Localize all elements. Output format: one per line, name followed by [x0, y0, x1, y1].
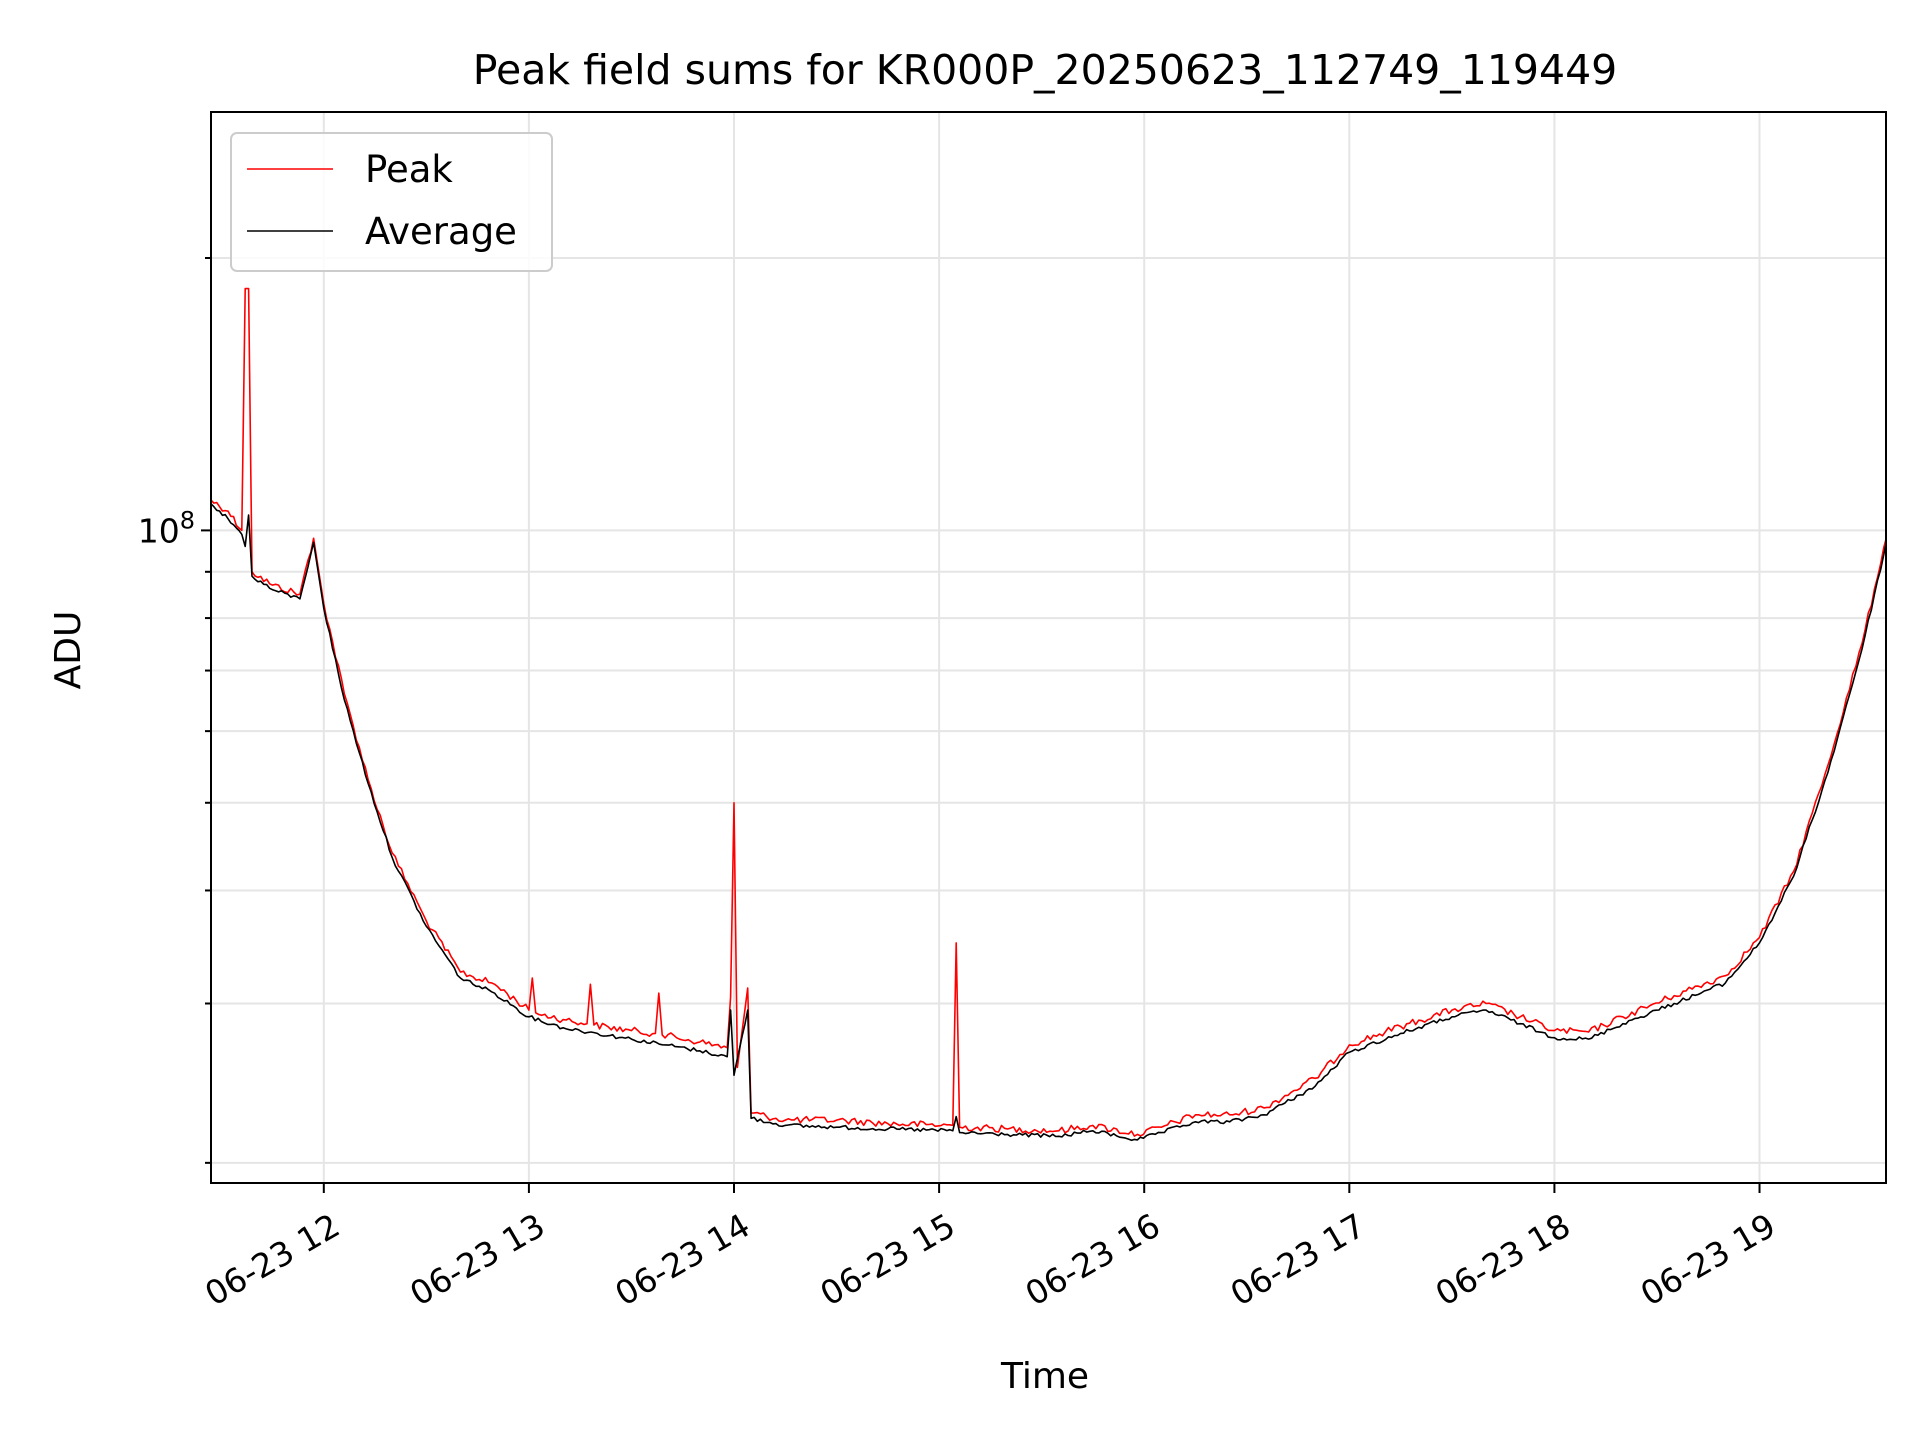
legend-label: Peak: [365, 148, 453, 191]
plot-frame: [210, 111, 1887, 1184]
x-axis-label: Time: [1000, 1356, 1089, 1397]
y-axis-label: ADU: [48, 611, 89, 690]
grid-lines: [211, 112, 1886, 1183]
chart-title: Peak field sums for KR000P_20250623_1127…: [473, 46, 1618, 94]
legend-label: Average: [365, 210, 517, 253]
series-layer: [211, 287, 1886, 1142]
y-tick-label: 108: [138, 506, 195, 550]
legend: Peak Average: [230, 132, 553, 272]
legend-box: [230, 132, 553, 272]
series-line-peak: [211, 287, 1886, 1137]
series-line-average: [211, 503, 1886, 1142]
